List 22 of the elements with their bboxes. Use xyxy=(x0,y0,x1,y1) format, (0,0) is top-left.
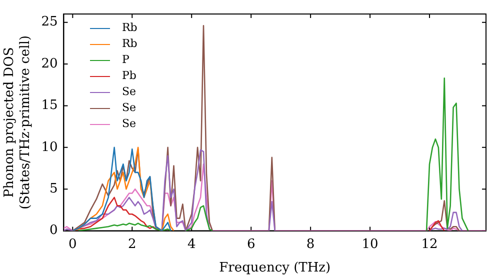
x-tick-label: 4 xyxy=(187,236,196,252)
legend-label: Rb xyxy=(122,20,138,36)
y-tick-label: 5 xyxy=(49,181,58,196)
legend-label: Pb xyxy=(122,68,136,84)
y-tick-label: 20 xyxy=(41,56,58,72)
legend-label: Se xyxy=(122,100,136,116)
x-tick-label: 6 xyxy=(246,236,256,252)
legend-label: P xyxy=(122,52,130,68)
x-axis-title: Frequency (THz) xyxy=(219,260,331,276)
y-tick-label: 0 xyxy=(49,223,58,238)
legend-label: Se xyxy=(122,116,136,132)
x-tick-label: 12 xyxy=(421,236,438,252)
x-tick-label: 10 xyxy=(362,236,378,252)
y-tick-label: 10 xyxy=(41,140,58,155)
x-tick-label: 8 xyxy=(306,236,315,252)
y-tick-label: 15 xyxy=(41,98,58,114)
y-axis-title: Phonon projected DOS (States/THz·primitive cell) xyxy=(2,35,33,210)
y-tick-label: 25 xyxy=(41,14,58,30)
x-tick-label: 2 xyxy=(128,236,136,252)
legend-label: Rb xyxy=(122,36,138,52)
x-tick-label: 0 xyxy=(68,236,77,252)
legend-label: Se xyxy=(122,84,136,100)
